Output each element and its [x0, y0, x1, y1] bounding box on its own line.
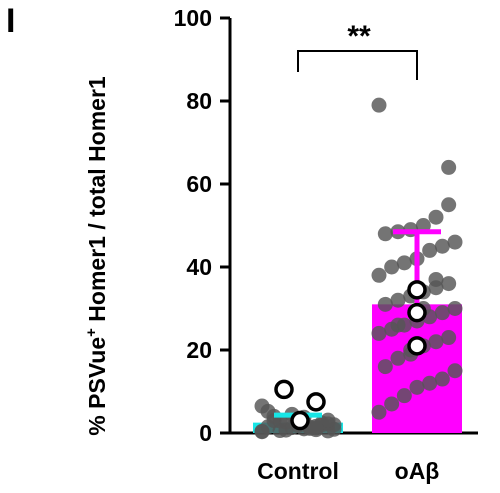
significance-label: ** — [347, 20, 371, 53]
data-point — [441, 159, 457, 175]
data-point — [371, 97, 387, 113]
data-point — [434, 305, 450, 321]
significance-bracket: ** — [297, 20, 418, 80]
panel-letter: I — [6, 2, 15, 40]
data-point — [371, 267, 387, 283]
data-point — [254, 398, 270, 414]
data-point — [428, 209, 444, 225]
data-point — [422, 242, 438, 258]
y-tick-label: 40 — [186, 254, 212, 280]
data-point — [396, 255, 412, 271]
replicate-mean-point — [306, 392, 326, 412]
y-axis-label: % PSVue+ Homer1 / total Homer1 — [83, 76, 110, 436]
bracket-line — [297, 50, 418, 80]
category-labels: Control oAβ — [257, 458, 439, 484]
replicate-means — [274, 280, 427, 431]
data-point — [441, 197, 457, 213]
data-point — [278, 422, 294, 438]
data-point — [447, 234, 463, 250]
data-point — [441, 330, 457, 346]
data-point — [384, 259, 400, 275]
y-tick-label: 0 — [199, 420, 212, 446]
data-point — [390, 292, 406, 308]
data-point — [377, 296, 393, 312]
category-label: oAβ — [395, 458, 440, 484]
category-label: Control — [257, 458, 339, 484]
data-point — [447, 301, 463, 316]
data-point — [390, 317, 406, 333]
data-point — [384, 396, 400, 412]
data-point — [254, 423, 270, 439]
y-ticks: 0 20 40 60 80 100 — [174, 5, 230, 446]
data-point — [308, 420, 324, 436]
replicate-mean-point — [407, 302, 427, 323]
data-point — [409, 379, 425, 395]
data-point — [320, 412, 336, 428]
data-point — [434, 238, 450, 254]
data-point — [377, 226, 393, 242]
data-point — [371, 325, 387, 341]
data-point — [441, 276, 457, 292]
y-tick-label: 100 — [174, 5, 212, 31]
data-point — [428, 334, 444, 350]
replicate-mean-point — [274, 379, 294, 400]
data-point — [422, 375, 438, 391]
y-tick-label: 60 — [186, 171, 212, 197]
data-point — [447, 363, 463, 379]
replicate-mean-point — [407, 280, 427, 300]
data-point — [377, 359, 393, 375]
data-point — [428, 271, 444, 287]
data-point — [434, 371, 450, 387]
data-point — [390, 350, 406, 366]
y-tick-label: 80 — [186, 88, 212, 114]
y-tick-label: 20 — [186, 337, 212, 363]
replicate-mean-point — [407, 336, 427, 356]
data-point — [396, 388, 412, 404]
replicate-mean-point — [290, 410, 310, 431]
data-point — [371, 404, 387, 420]
